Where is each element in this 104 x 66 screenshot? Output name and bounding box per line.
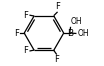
Text: F: F [55,2,60,11]
Text: B: B [67,29,73,38]
Text: F: F [24,46,28,55]
Text: F: F [14,29,19,38]
Text: F: F [54,55,59,64]
Text: OH: OH [71,17,83,26]
Text: F: F [24,11,28,20]
Text: OH: OH [77,29,89,38]
